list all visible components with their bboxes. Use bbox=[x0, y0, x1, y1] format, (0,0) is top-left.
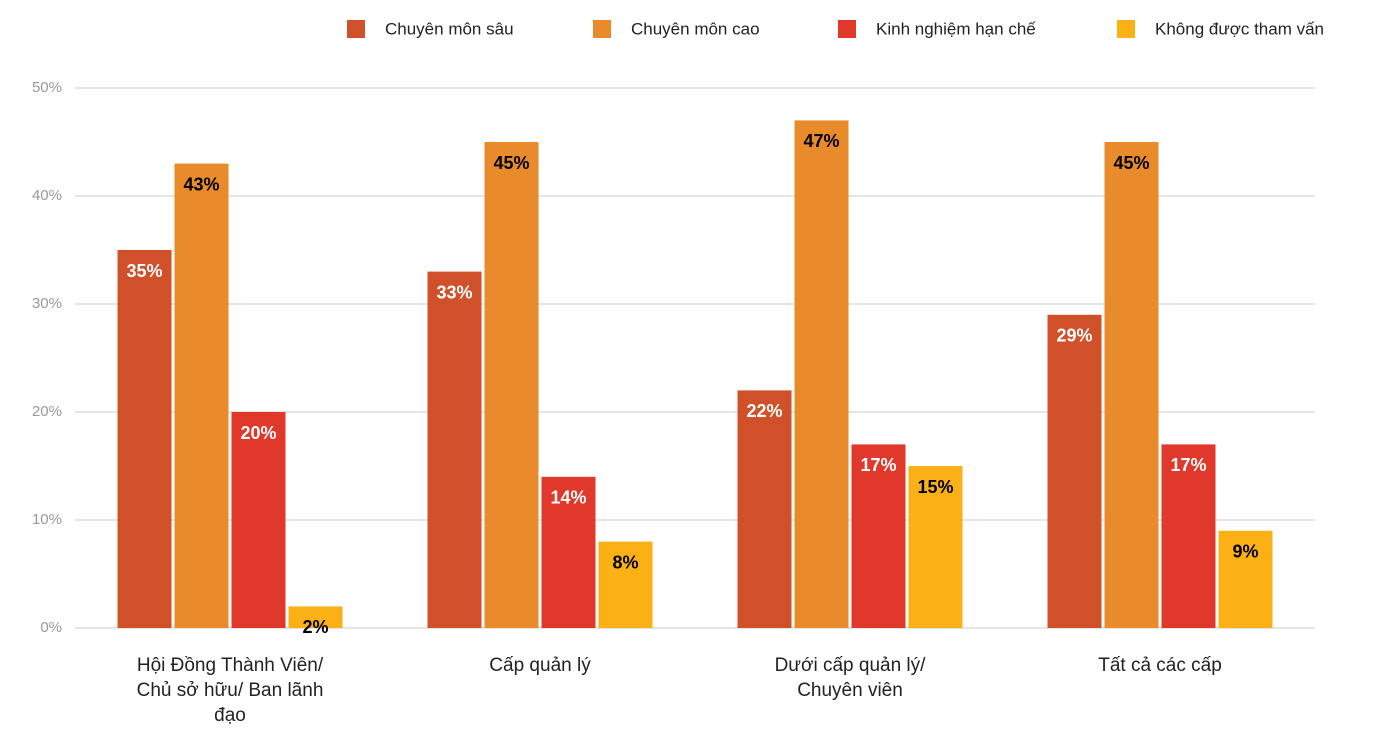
legend-swatch bbox=[593, 20, 611, 38]
legend-swatch bbox=[1117, 20, 1135, 38]
bar bbox=[174, 163, 229, 628]
y-tick-label: 50% bbox=[32, 79, 62, 96]
value-label: 2% bbox=[302, 617, 328, 637]
x-tick-label: Hội Đồng Thành Viên/ Chủ sở hữu/ Ban lãn… bbox=[136, 655, 324, 726]
bar bbox=[1047, 314, 1102, 628]
value-label: 43% bbox=[183, 174, 219, 194]
value-label: 8% bbox=[612, 552, 638, 572]
bar bbox=[541, 476, 596, 628]
x-tick-label: Cấp quản lý bbox=[489, 655, 591, 676]
y-tick-label: 30% bbox=[32, 295, 62, 312]
bar bbox=[1104, 142, 1159, 628]
value-label: 29% bbox=[1056, 326, 1092, 346]
bar bbox=[117, 250, 172, 628]
value-label: 45% bbox=[493, 153, 529, 173]
value-label: 9% bbox=[1232, 542, 1258, 562]
value-label: 15% bbox=[917, 477, 953, 497]
x-tick-label: Tất cả các cấp bbox=[1098, 655, 1222, 676]
bar bbox=[231, 412, 286, 628]
y-tick-label: 10% bbox=[32, 511, 62, 528]
bar bbox=[288, 606, 343, 628]
legend-label: Không được tham vấn bbox=[1155, 19, 1324, 38]
value-label: 35% bbox=[126, 261, 162, 281]
legend-swatch bbox=[838, 20, 856, 38]
bar bbox=[908, 466, 963, 628]
value-label: 20% bbox=[240, 423, 276, 443]
bar bbox=[1161, 444, 1216, 628]
value-label: 17% bbox=[1170, 455, 1206, 475]
y-tick-label: 20% bbox=[32, 403, 62, 420]
legend-swatch bbox=[347, 20, 365, 38]
value-label: 14% bbox=[550, 488, 586, 508]
value-label: 45% bbox=[1113, 153, 1149, 173]
bar bbox=[484, 142, 539, 628]
bar bbox=[851, 444, 906, 628]
bar bbox=[737, 390, 792, 628]
y-tick-label: 40% bbox=[32, 187, 62, 204]
value-label: 33% bbox=[436, 282, 472, 302]
legend-label: Kinh nghiệm hạn chế bbox=[876, 19, 1036, 38]
value-label: 17% bbox=[860, 455, 896, 475]
value-label: 22% bbox=[746, 401, 782, 421]
bar bbox=[794, 120, 849, 629]
bar bbox=[598, 541, 653, 628]
x-tick-label: Dưới cấp quản lý/ Chuyên viên bbox=[774, 655, 926, 701]
value-label: 47% bbox=[803, 131, 839, 151]
legend-label: Chuyên môn cao bbox=[631, 19, 760, 38]
bar bbox=[427, 271, 482, 628]
bar bbox=[1218, 530, 1273, 628]
y-tick-label: 0% bbox=[40, 619, 62, 636]
legend-label: Chuyên môn sâu bbox=[385, 19, 514, 38]
